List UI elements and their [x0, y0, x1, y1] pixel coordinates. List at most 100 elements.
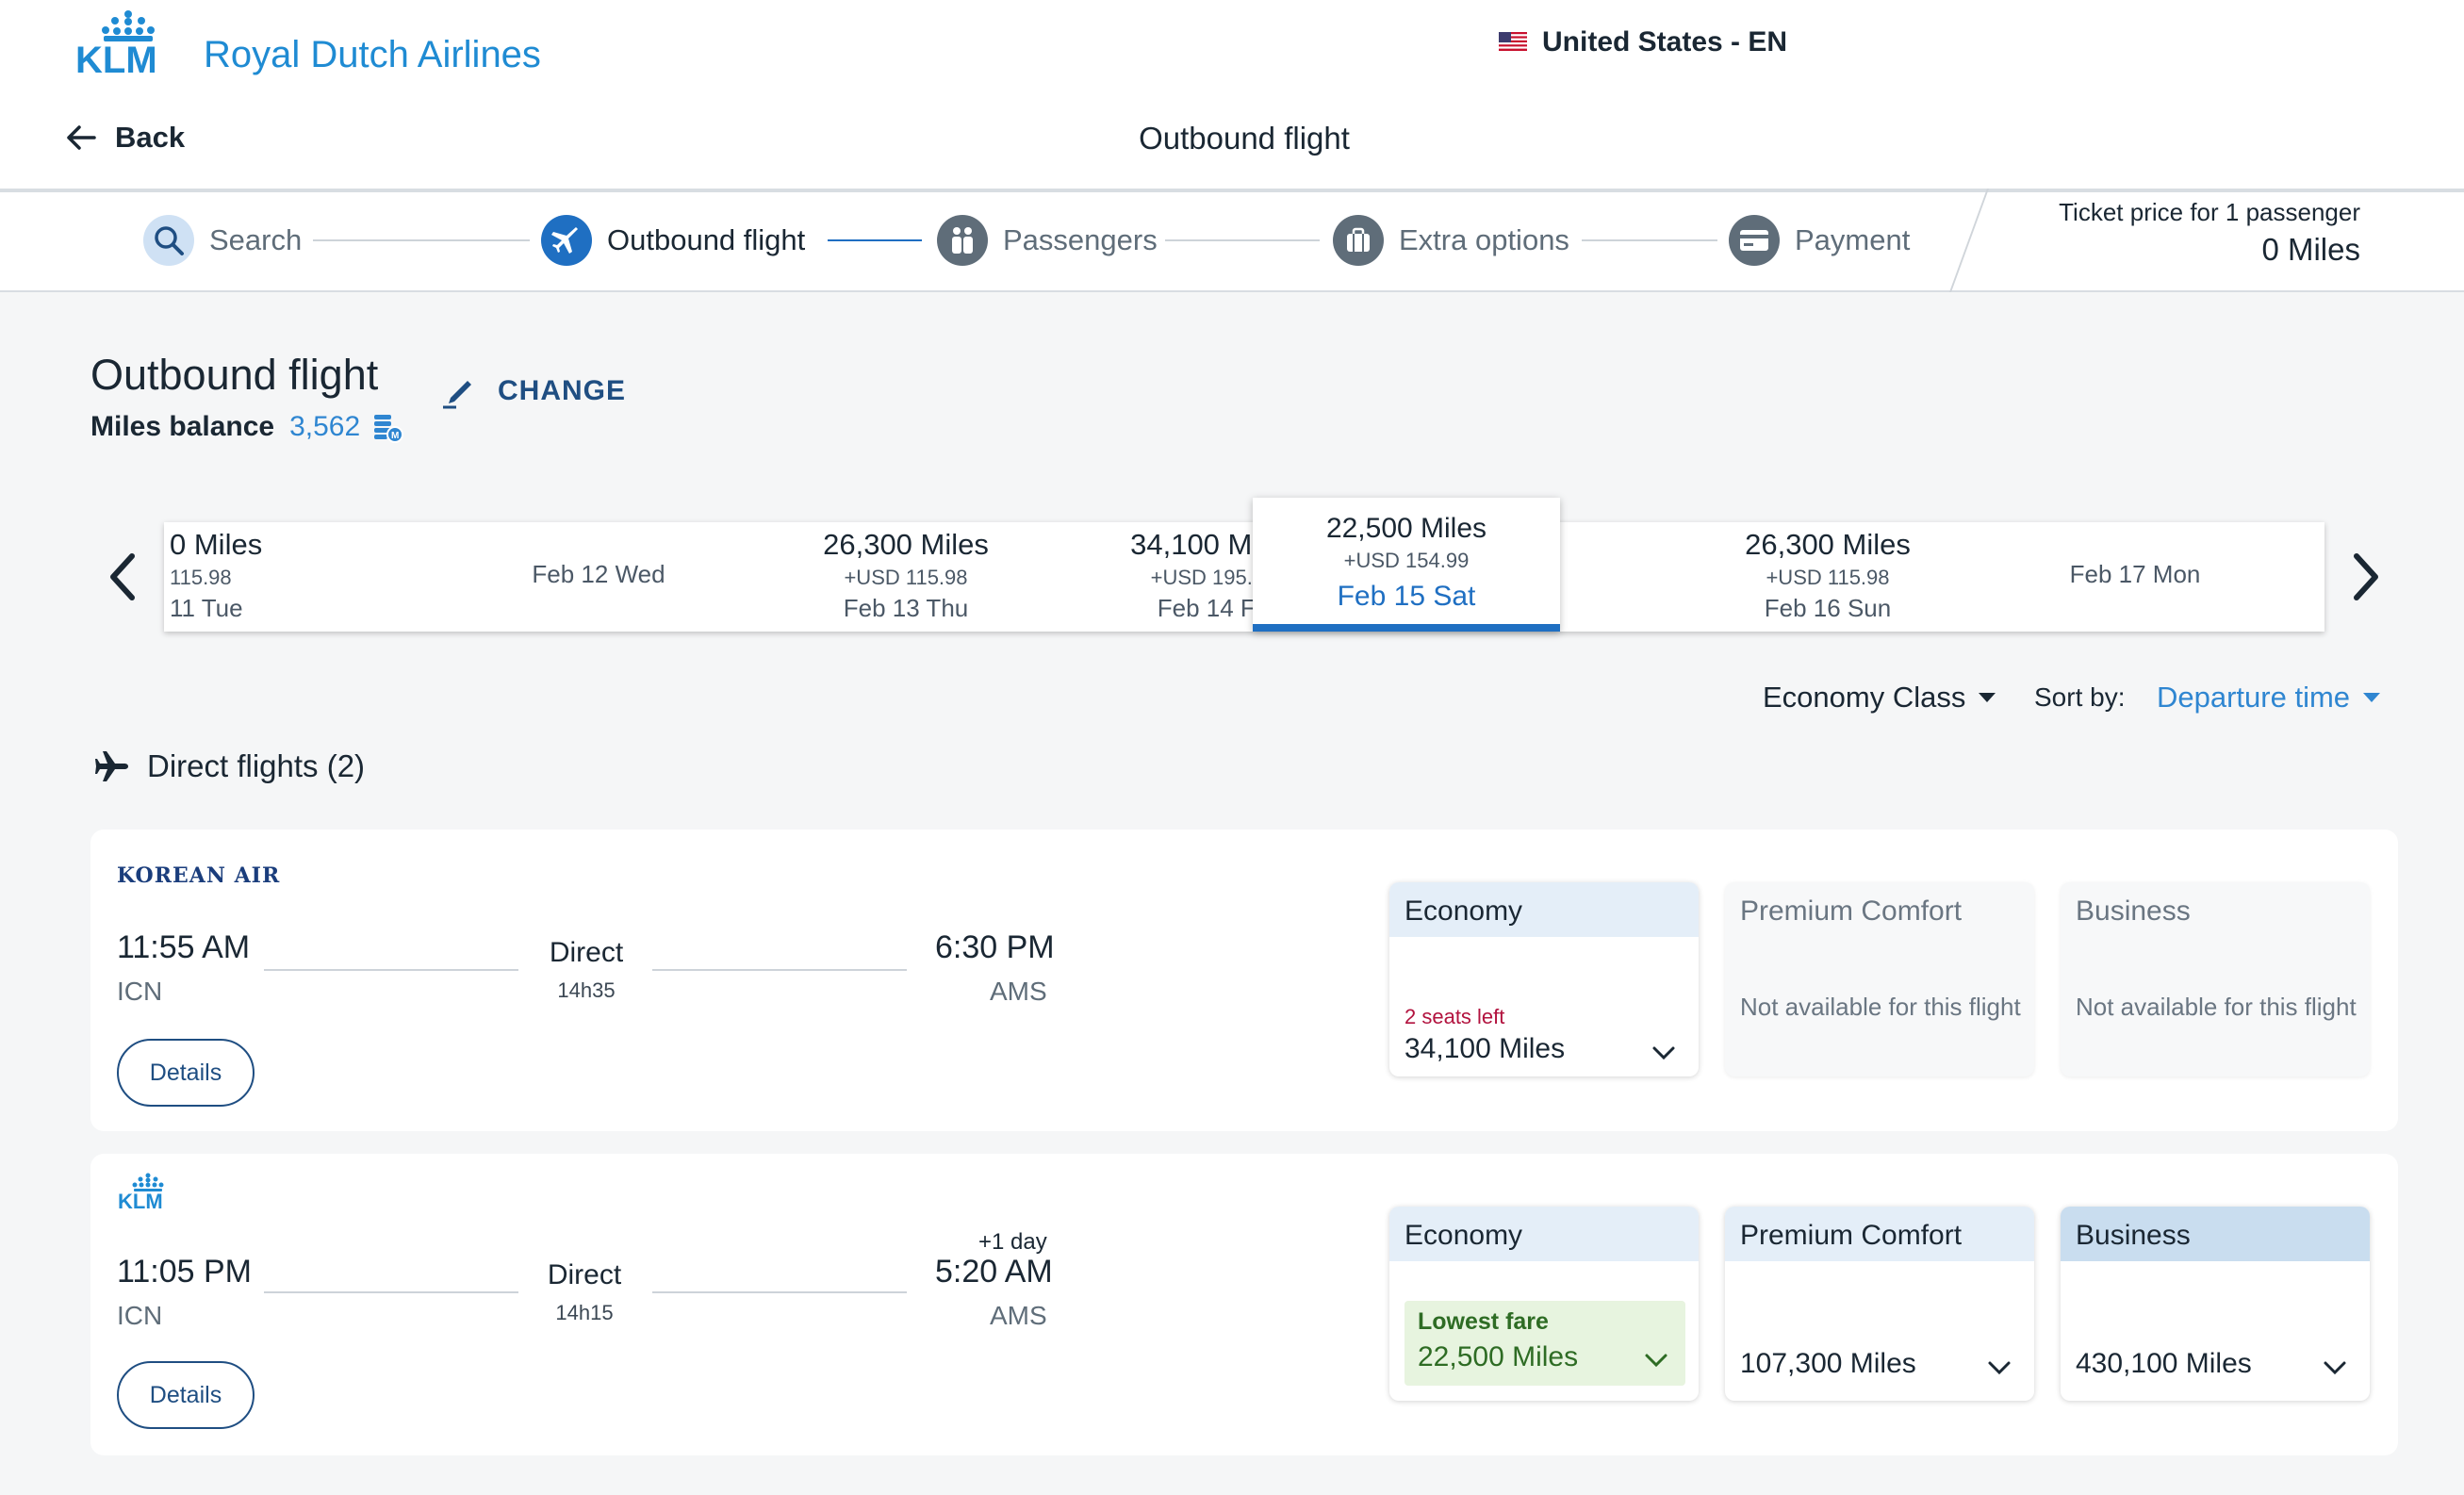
fare-premium-comfort[interactable]: Premium Comfort 107,300 Miles [1725, 1207, 2034, 1401]
date-label: 11 Tue [170, 594, 243, 622]
site-header: KLM Royal Dutch Airlines United States -… [0, 0, 2464, 189]
chevron-down-icon [2324, 1361, 2346, 1375]
change-label: CHANGE [498, 375, 627, 406]
caret-down-icon [2363, 693, 2381, 702]
departure-time: 11:05 PM [117, 1254, 253, 1290]
date-label: Feb 14 Fri [1157, 594, 1270, 622]
stop-type: Direct [549, 937, 624, 968]
cabin-class-dropdown[interactable]: Economy Class [1763, 681, 1996, 715]
locale-selector[interactable]: United States - EN [1499, 26, 1787, 58]
date-label: Feb 17 Mon [2069, 560, 2201, 588]
details-button[interactable]: Details [117, 1039, 255, 1107]
step-label: Payment [1795, 223, 1911, 256]
details-button[interactable]: Details [117, 1361, 255, 1429]
stop-type: Direct [547, 1259, 622, 1290]
not-available-text: Not available for this flight [1740, 993, 2021, 1021]
arrival-time: 5:20 AM [935, 1254, 1053, 1290]
arrival-time: 6:30 PM [935, 929, 1055, 965]
fare-title: Business [2061, 1207, 2370, 1261]
departure-airport: ICN [117, 977, 163, 1006]
lowest-fare-label: Lowest fare [1418, 1308, 1549, 1335]
locale-label: United States - EN [1542, 26, 1788, 58]
flight-duration: 14h35 [557, 978, 616, 1002]
date-miles: 26,300 Miles [1745, 528, 1911, 561]
step-search[interactable]: Search [143, 215, 302, 266]
passengers-icon [937, 215, 988, 266]
date-option[interactable]: Feb 17 Mon [1981, 522, 2289, 632]
date-miles: 22,500 Miles [1325, 513, 1487, 544]
date-usd: 115.98 [170, 566, 232, 589]
klm-logo[interactable]: KLM [0, 0, 566, 94]
date-label: Feb 16 Sun [1764, 594, 1892, 622]
date-option[interactable]: Feb 12 Wed [445, 522, 752, 632]
date-usd: +USD 115.98 [844, 566, 968, 589]
date-option[interactable]: 26,300 Miles +USD 115.98 Feb 13 Thu [752, 522, 1060, 632]
fare-premium-comfort: Premium Comfort Not available for this f… [1725, 882, 2034, 1076]
fare-business[interactable]: Business 430,100 Miles [2061, 1207, 2370, 1401]
flight-card: KLM 11:05 PM ICN Direct 14h15 +1 day 5:2… [90, 1154, 2398, 1455]
arrival-airport: AMS [990, 977, 1047, 1006]
direct-flights-heading: Direct flights (2) [94, 748, 365, 784]
sort-dropdown[interactable]: Departure time [2157, 681, 2381, 715]
fare-title: Economy [1389, 1207, 1699, 1261]
arrow-left-icon [67, 125, 96, 150]
fare-price: 34,100 Miles [1404, 1033, 1566, 1064]
route-line [652, 1291, 907, 1293]
klm-logo-text: KLM [118, 1190, 163, 1210]
svg-text:M: M [391, 431, 399, 441]
departure-time: 11:55 AM [117, 929, 251, 965]
date-option[interactable]: 26,300 Miles +USD 115.98 Feb 16 Sun [1674, 522, 1981, 632]
date-option[interactable]: 0 Miles 115.98 11 Tue [170, 522, 477, 632]
route-line [652, 969, 907, 971]
korean-air-logo: KOREAN AIR [117, 863, 281, 888]
chevron-left-icon[interactable] [102, 549, 143, 605]
step-passengers[interactable]: Passengers [937, 215, 1158, 266]
fare-price: 107,300 Miles [1740, 1348, 1916, 1379]
brand-name: Royal Dutch Airlines [204, 34, 541, 75]
route-line [264, 1291, 518, 1293]
back-label: Back [115, 121, 186, 154]
step-label: Search [209, 223, 303, 256]
cabin-class-value: Economy Class [1763, 681, 1966, 714]
date-usd: +USD 154.99 [1343, 549, 1470, 572]
chevron-down-icon [1652, 1046, 1675, 1060]
flight-duration: 14h15 [555, 1301, 614, 1324]
date-label: Feb 13 Thu [843, 594, 969, 622]
date-option-selected[interactable]: 22,500 Miles +USD 154.99 Feb 15 Sat [1253, 498, 1560, 632]
step-outbound-flight[interactable]: Outbound flight [541, 215, 805, 266]
arrival-airport: AMS [990, 1301, 1047, 1330]
fare-price: 22,500 Miles [1418, 1341, 1579, 1372]
step-extra-options[interactable]: Extra options [1333, 215, 1569, 266]
step-connector [1582, 239, 1717, 241]
miles-coins-icon: M [374, 415, 404, 443]
booking-stepper: Search Outbound flight Passengers Extra … [0, 189, 2464, 292]
fare-title: Business [2061, 882, 2370, 937]
date-usd: +USD 115.98 [1766, 566, 1890, 589]
miles-balance-value: 3,562 [289, 411, 361, 442]
change-button[interactable]: CHANGE [441, 373, 626, 409]
credit-card-icon [1729, 215, 1780, 266]
date-carousel: 0 Miles 115.98 11 Tue Feb 12 Wed 26,300 … [164, 522, 2324, 632]
search-icon [143, 215, 194, 266]
caret-down-icon [1979, 693, 1996, 702]
back-button[interactable]: Back [66, 121, 185, 155]
miles-balance-label: Miles balance [90, 411, 275, 442]
us-flag-icon [1499, 32, 1527, 52]
date-label: Feb 12 Wed [532, 560, 665, 588]
chevron-right-icon[interactable] [2345, 549, 2387, 605]
klm-crown-logo-icon: KLM [118, 1173, 164, 1213]
page-title: Outbound flight [1139, 121, 1350, 156]
fare-economy[interactable]: Economy 2 seats left 34,100 Miles [1389, 882, 1699, 1076]
plus-day-badge: +1 day [978, 1229, 1047, 1255]
fare-title: Premium Comfort [1725, 1207, 2034, 1261]
step-connector [828, 239, 922, 241]
flight-card: KOREAN AIR 11:55 AM ICN Direct 14h35 6:3… [90, 830, 2398, 1131]
fare-economy[interactable]: Economy Lowest fare 22,500 Miles [1389, 1207, 1699, 1401]
date-label: Feb 15 Sat [1337, 581, 1476, 612]
airplane-icon [95, 751, 128, 781]
klm-airline-logo: KLM [117, 1173, 179, 1215]
fare-business: Business Not available for this flight [2061, 882, 2370, 1076]
route-line [264, 969, 518, 971]
chevron-down-icon [1988, 1361, 2011, 1375]
step-payment[interactable]: Payment [1729, 215, 1910, 266]
